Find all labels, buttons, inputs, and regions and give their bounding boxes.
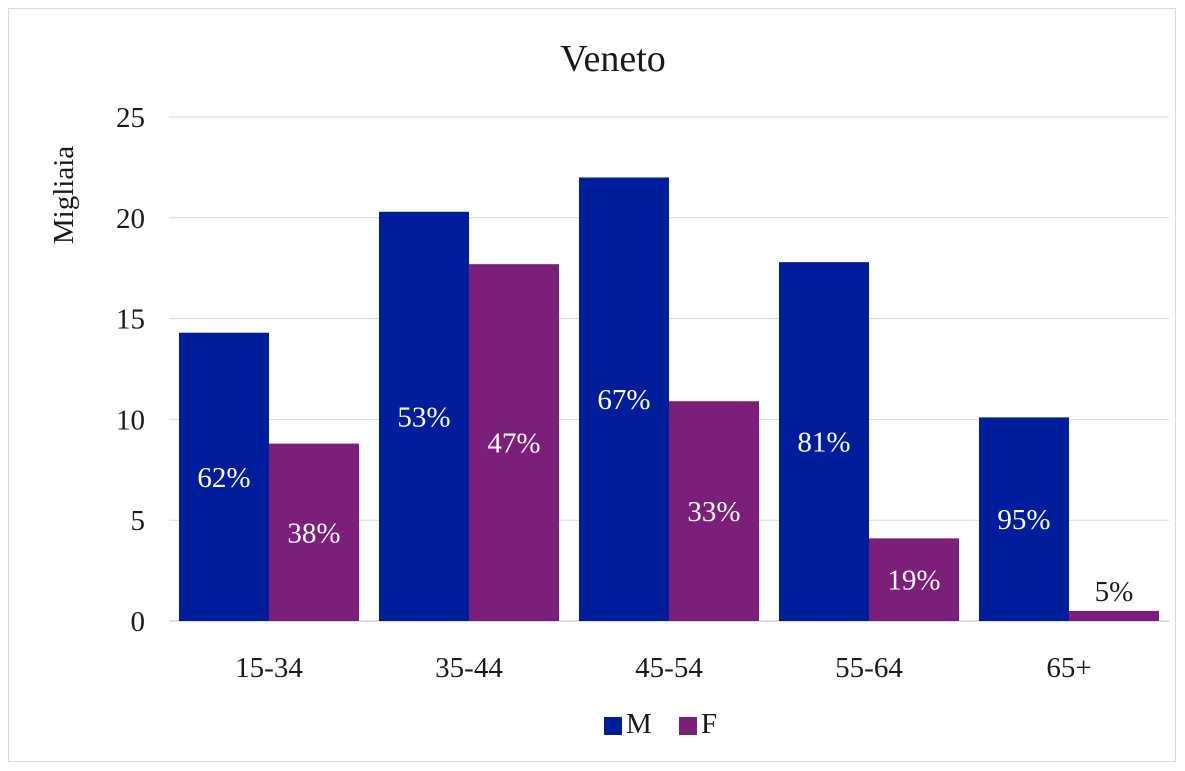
data-label: 53%	[397, 401, 450, 433]
data-label: 95%	[997, 504, 1050, 536]
x-tick-label: 35-44	[435, 652, 503, 684]
y-tick-label: 5	[131, 505, 146, 537]
legend-label-m: M	[626, 708, 652, 740]
y-tick-label: 10	[116, 404, 145, 436]
data-label: 67%	[597, 384, 650, 416]
x-axis-ticks: 15-34 35-44 45-54 55-64 65+	[235, 652, 1092, 684]
bars	[179, 177, 1159, 621]
data-label: 5%	[1095, 576, 1134, 608]
x-tick-label: 55-64	[835, 652, 903, 684]
data-label: 62%	[197, 462, 250, 494]
x-tick-label: 15-34	[235, 652, 303, 684]
x-tick-label: 65+	[1046, 652, 1091, 684]
legend-swatch-m	[604, 717, 622, 735]
y-tick-label: 20	[116, 203, 145, 235]
chart-title: Veneto	[560, 38, 666, 80]
x-tick-label: 45-54	[635, 652, 703, 684]
y-tick-label: 0	[131, 606, 146, 638]
data-label: 19%	[887, 565, 940, 597]
y-axis-ticks: 0 5 10 15 20 25	[116, 102, 145, 638]
bar-chart: Veneto Migliaia 0 5 10 15 20 25 62% 38% 53% 47% 6…	[9, 9, 1177, 763]
y-axis-title: Migliaia	[48, 146, 80, 244]
bar-f	[1069, 611, 1159, 621]
legend-label-f: F	[701, 708, 717, 740]
data-label: 33%	[687, 496, 740, 528]
y-tick-label: 25	[116, 102, 145, 134]
data-label: 47%	[487, 428, 540, 460]
data-label: 38%	[287, 517, 340, 549]
legend-swatch-f	[679, 717, 697, 735]
data-label: 81%	[797, 427, 850, 459]
chart-frame: Veneto Migliaia 0 5 10 15 20 25 62% 38% 53% 47% 6…	[8, 8, 1176, 762]
y-tick-label: 15	[116, 304, 145, 336]
